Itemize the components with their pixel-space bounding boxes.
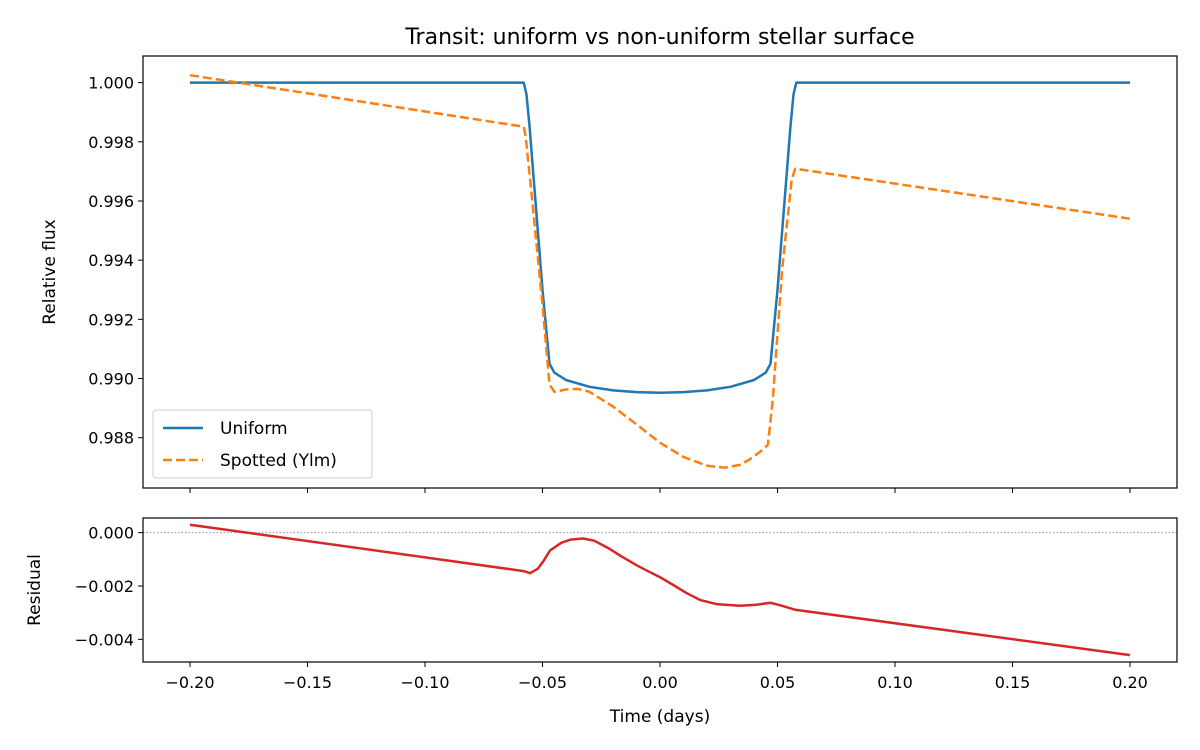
y-tick-label: 0.990: [88, 370, 134, 389]
residual-axes: −0.20 −0.15 −0.10 −0.05 0.00 0.05 0.10 0.15 0.20…: [75, 517, 1178, 692]
x-tick-label: 0.20: [1112, 673, 1148, 692]
y-tick-label: −0.004: [75, 630, 134, 649]
y-tick-label: 0.000: [88, 524, 134, 543]
y-tick-label: 1.000: [88, 74, 134, 93]
y-tick-label: 0.998: [88, 133, 134, 152]
y-tick-label: 0.996: [88, 192, 134, 211]
series-line-residual: [189, 523, 1131, 657]
y-tick-label: −0.002: [75, 577, 134, 596]
y-tick-label: 0.992: [88, 310, 134, 329]
x-tick-label: 0.00: [642, 673, 678, 692]
x-tick-label: −0.20: [165, 673, 214, 692]
legend-box: [152, 409, 373, 479]
x-tick-label: −0.15: [283, 673, 332, 692]
x-tick-label: 0.15: [995, 673, 1031, 692]
x-axis-label: Time (days): [609, 707, 710, 727]
y-axis-label-flux: Relative flux: [40, 219, 60, 325]
x-tick-label: −0.05: [518, 673, 567, 692]
series-line-spotted-ylm: [189, 73, 1131, 469]
x-tick-label: 0.10: [877, 673, 913, 692]
y-tick-label: 0.988: [88, 429, 134, 448]
y-tick-label: 0.994: [88, 251, 134, 270]
series-line-uniform: [190, 81, 1130, 394]
x-tick-label: 0.05: [760, 673, 796, 692]
chart-title: Transit: uniform vs non-uniform stellar …: [404, 25, 914, 50]
legend-label-spotted: Spotted (Ylm): [220, 451, 337, 471]
y-axis-label-residual: Residual: [25, 554, 45, 626]
legend: Uniform Spotted (Ylm): [152, 409, 373, 479]
legend-label-uniform: Uniform: [220, 419, 288, 439]
x-tick-label: −0.10: [400, 673, 449, 692]
flux-axes: 0.988 0.990 0.992 0.994 0.996 0.998 1.000: [88, 55, 1178, 493]
